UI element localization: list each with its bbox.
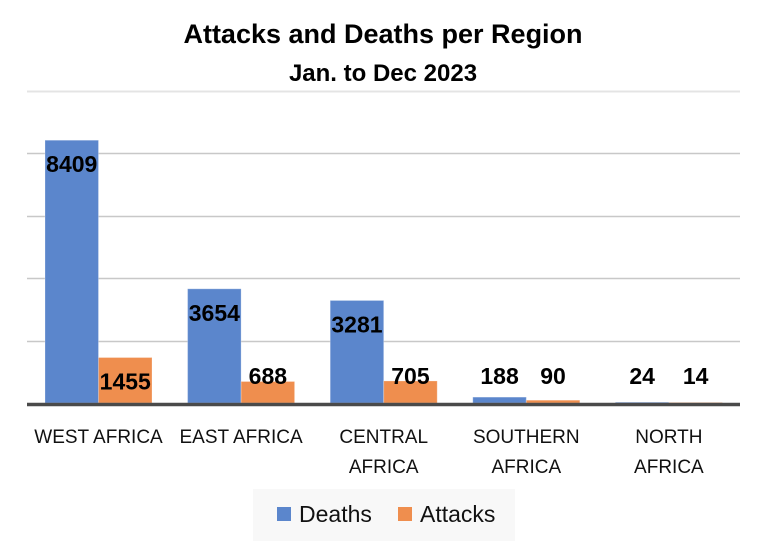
data-label-attacks: 14 xyxy=(683,363,709,389)
legend-swatch-attacks xyxy=(398,507,412,521)
legend-label-attacks: Attacks xyxy=(420,501,495,527)
data-label-deaths: 188 xyxy=(480,363,519,389)
category-label: NORTH xyxy=(635,427,702,448)
bar-deaths xyxy=(187,288,242,404)
data-label-deaths: 8409 xyxy=(46,151,97,177)
legend: Deaths Attacks xyxy=(253,489,515,541)
legend-swatch-deaths xyxy=(277,507,291,521)
legend-label-deaths: Deaths xyxy=(299,501,372,527)
gridlines xyxy=(27,90,740,343)
data-label-attacks: 1455 xyxy=(100,369,151,395)
category-label: AFRICA xyxy=(634,457,704,478)
data-label-deaths: 3654 xyxy=(189,300,240,326)
data-label-attacks: 705 xyxy=(391,363,430,389)
chart-title: Attacks and Deaths per Region xyxy=(183,19,582,49)
bars xyxy=(44,139,723,404)
bar-attacks xyxy=(525,399,581,404)
category-label: WEST AFRICA xyxy=(34,427,163,448)
bar-attacks xyxy=(98,357,153,404)
bar-deaths xyxy=(44,139,99,404)
bar-deaths xyxy=(472,396,527,404)
chart-subtitle: Jan. to Dec 2023 xyxy=(289,60,477,87)
data-label-attacks: 90 xyxy=(540,363,566,389)
bar-deaths xyxy=(329,299,385,404)
category-label: CENTRAL xyxy=(339,427,428,448)
data-labels: 8409 3654 3281 188 24 1455 688 705 90 14 xyxy=(46,151,708,394)
data-label-attacks: 688 xyxy=(249,363,288,389)
legend-background xyxy=(253,489,515,541)
category-label: EAST AFRICA xyxy=(180,427,304,448)
category-label: AFRICA xyxy=(349,457,419,478)
data-label-deaths: 24 xyxy=(629,363,655,389)
data-label-deaths: 3281 xyxy=(331,311,382,337)
category-labels: WEST AFRICA EAST AFRICA CENTRAL AFRICA SOUTH… xyxy=(34,427,704,478)
category-label: SOUTHERN xyxy=(473,427,580,448)
category-label: AFRICA xyxy=(491,457,561,478)
